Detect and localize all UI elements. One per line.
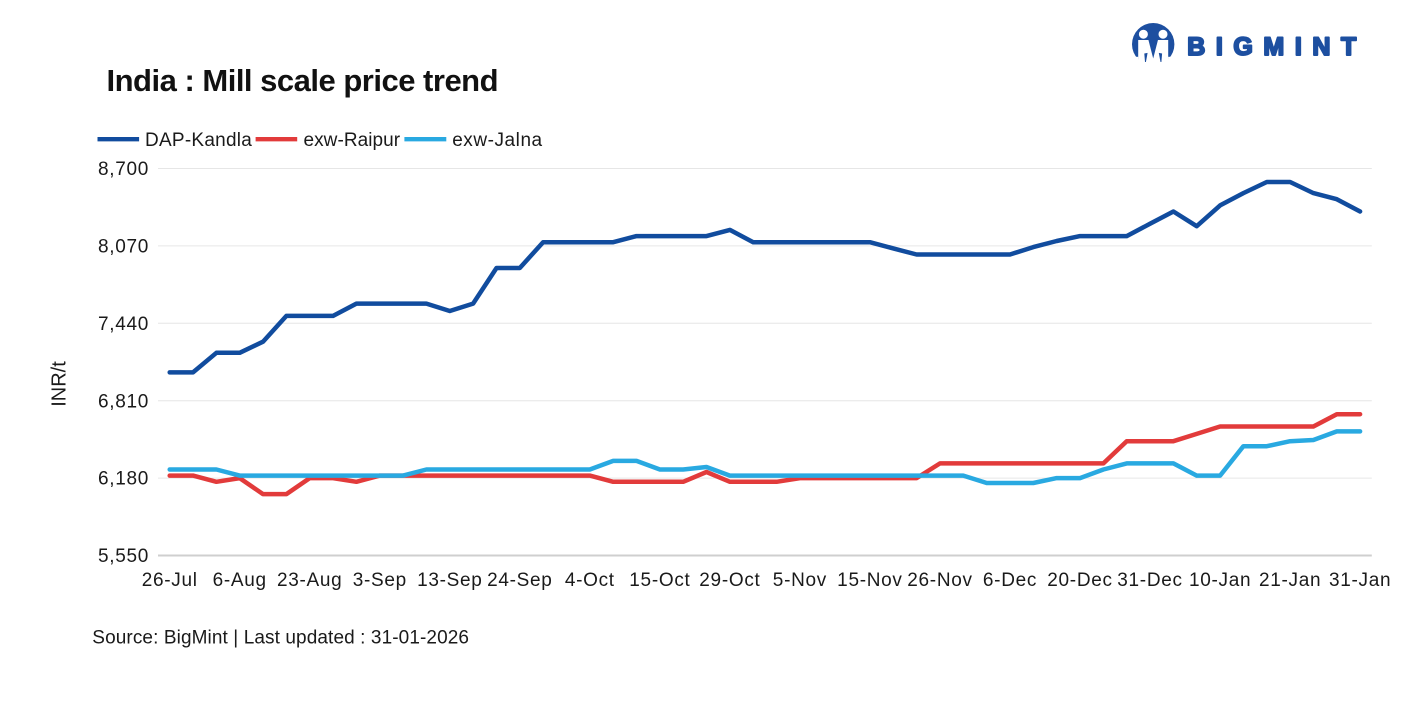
svg-text:6-Dec: 6-Dec — [983, 570, 1037, 591]
svg-text:DAP-Kandla: DAP-Kandla — [145, 130, 252, 151]
svg-text:24-Sep: 24-Sep — [487, 570, 552, 591]
svg-text:26-Nov: 26-Nov — [907, 570, 972, 591]
svg-text:7,440: 7,440 — [98, 314, 149, 335]
svg-text:BIGMINT: BIGMINT — [1187, 33, 1367, 61]
svg-text:4-Oct: 4-Oct — [565, 570, 615, 591]
svg-text:15-Oct: 15-Oct — [629, 570, 690, 591]
svg-text:exw-Raipur: exw-Raipur — [304, 130, 401, 151]
svg-text:13-Sep: 13-Sep — [417, 570, 482, 591]
svg-text:5,550: 5,550 — [98, 546, 149, 567]
svg-text:6-Aug: 6-Aug — [213, 570, 267, 591]
svg-text:15-Nov: 15-Nov — [837, 570, 902, 591]
svg-text:10-Jan: 10-Jan — [1189, 570, 1251, 591]
svg-text:31-Dec: 31-Dec — [1117, 570, 1182, 591]
svg-text:8,070: 8,070 — [98, 237, 149, 258]
svg-text:exw-Jalna: exw-Jalna — [452, 130, 543, 151]
svg-text:29-Oct: 29-Oct — [699, 570, 760, 591]
svg-text:21-Jan: 21-Jan — [1259, 570, 1321, 591]
svg-text:26-Jul: 26-Jul — [142, 570, 198, 591]
svg-text:6,810: 6,810 — [98, 391, 149, 412]
svg-text:31-Jan: 31-Jan — [1329, 570, 1391, 591]
svg-text:Source: BigMint | Last updated: Source: BigMint | Last updated : 31-01-2… — [92, 628, 469, 649]
svg-text:6,180: 6,180 — [98, 469, 149, 490]
svg-text:23-Aug: 23-Aug — [277, 570, 342, 591]
svg-text:5-Nov: 5-Nov — [773, 570, 827, 591]
svg-text:3-Sep: 3-Sep — [353, 570, 407, 591]
svg-text:20-Dec: 20-Dec — [1047, 570, 1112, 591]
svg-text:8,700: 8,700 — [98, 159, 149, 180]
svg-text:INR/t: INR/t — [49, 361, 71, 407]
svg-text:India : Mill scale price trend: India : Mill scale price trend — [107, 63, 499, 98]
